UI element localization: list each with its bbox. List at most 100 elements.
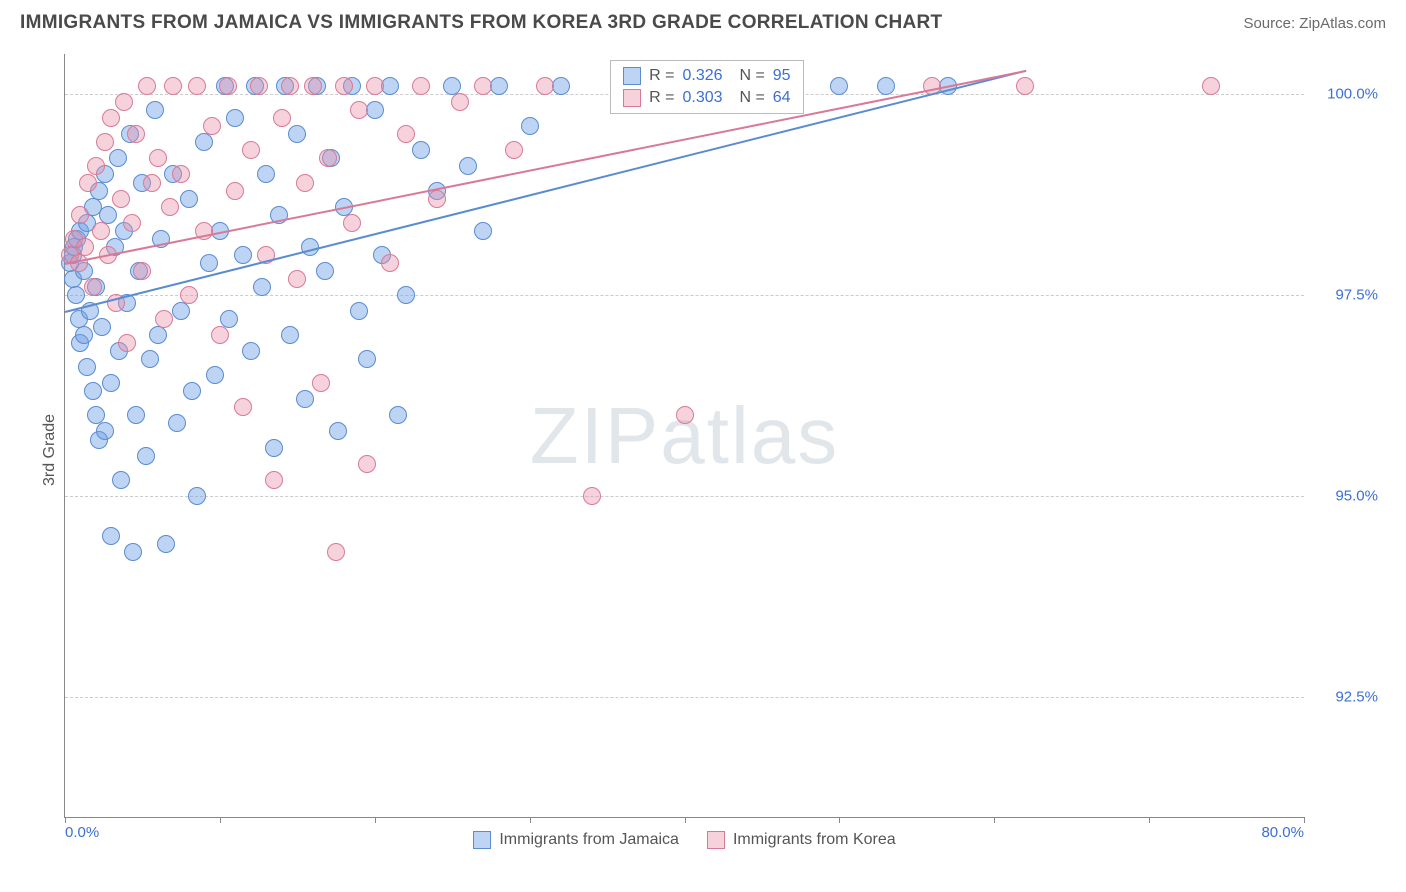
scatter-point xyxy=(109,149,127,167)
scatter-point xyxy=(536,77,554,95)
scatter-point xyxy=(253,278,271,296)
stats-row: R =0.326 N =95 xyxy=(611,65,802,87)
chart-title: IMMIGRANTS FROM JAMAICA VS IMMIGRANTS FR… xyxy=(20,12,942,34)
scatter-point xyxy=(112,471,130,489)
y-tick-label: 92.5% xyxy=(1335,688,1378,705)
scatter-point xyxy=(92,222,110,240)
scatter-point xyxy=(265,439,283,457)
scatter-point xyxy=(84,278,102,296)
scatter-point xyxy=(877,77,895,95)
scatter-point xyxy=(397,125,415,143)
scatter-point xyxy=(288,125,306,143)
scatter-point xyxy=(188,77,206,95)
scatter-point xyxy=(96,133,114,151)
x-tick xyxy=(839,817,840,823)
scatter-point xyxy=(281,77,299,95)
stats-box: R =0.326 N =95R =0.303 N =64 xyxy=(610,60,803,114)
x-tick xyxy=(1149,817,1150,823)
scatter-point xyxy=(474,77,492,95)
gridline xyxy=(65,295,1304,296)
scatter-point xyxy=(87,157,105,175)
scatter-point xyxy=(281,326,299,344)
scatter-point xyxy=(474,222,492,240)
x-tick xyxy=(685,817,686,823)
gridline xyxy=(65,697,1304,698)
scatter-point xyxy=(188,487,206,505)
legend-swatch xyxy=(473,831,491,849)
watermark: ZIPatlas xyxy=(530,390,839,482)
scatter-point xyxy=(164,77,182,95)
scatter-point xyxy=(451,93,469,111)
n-value: 64 xyxy=(773,89,791,107)
scatter-point xyxy=(319,149,337,167)
legend-item: Immigrants from Korea xyxy=(707,831,896,849)
scatter-point xyxy=(78,358,96,376)
stats-row: R =0.303 N =64 xyxy=(611,87,802,109)
scatter-point xyxy=(124,543,142,561)
scatter-point xyxy=(168,414,186,432)
scatter-point xyxy=(521,117,539,135)
n-value: 95 xyxy=(773,67,791,85)
scatter-point xyxy=(75,326,93,344)
scatter-point xyxy=(296,390,314,408)
scatter-point xyxy=(490,77,508,95)
scatter-point xyxy=(412,141,430,159)
scatter-point xyxy=(343,214,361,232)
scatter-point xyxy=(149,149,167,167)
scatter-point xyxy=(172,165,190,183)
x-tick xyxy=(530,817,531,823)
scatter-point xyxy=(242,342,260,360)
scatter-point xyxy=(234,398,252,416)
scatter-point xyxy=(389,406,407,424)
x-tick xyxy=(220,817,221,823)
legend-label: Immigrants from Jamaica xyxy=(499,831,679,849)
scatter-point xyxy=(71,206,89,224)
scatter-point xyxy=(157,535,175,553)
scatter-point xyxy=(335,77,353,95)
scatter-point xyxy=(180,286,198,304)
trend-line xyxy=(65,70,1026,265)
scatter-point xyxy=(123,214,141,232)
scatter-point xyxy=(76,238,94,256)
scatter-point xyxy=(552,77,570,95)
scatter-point xyxy=(265,471,283,489)
scatter-point xyxy=(203,117,221,135)
y-tick-label: 95.0% xyxy=(1335,487,1378,504)
trend-line xyxy=(65,70,1026,313)
scatter-point xyxy=(127,406,145,424)
x-tick xyxy=(375,817,376,823)
legend-swatch xyxy=(707,831,725,849)
scatter-point xyxy=(242,141,260,159)
x-tick xyxy=(994,817,995,823)
scatter-point xyxy=(1016,77,1034,95)
scatter-point xyxy=(133,262,151,280)
scatter-point xyxy=(206,366,224,384)
scatter-point xyxy=(1202,77,1220,95)
legend-swatch xyxy=(623,89,641,107)
scatter-point xyxy=(676,406,694,424)
scatter-point xyxy=(312,374,330,392)
scatter-point xyxy=(96,422,114,440)
scatter-point xyxy=(200,254,218,272)
scatter-point xyxy=(115,93,133,111)
scatter-point xyxy=(288,270,306,288)
n-label: N = xyxy=(731,89,765,107)
scatter-point xyxy=(149,326,167,344)
scatter-point xyxy=(141,350,159,368)
scatter-point xyxy=(118,334,136,352)
x-tick xyxy=(1304,817,1305,823)
scatter-point xyxy=(381,77,399,95)
scatter-point xyxy=(146,101,164,119)
scatter-point xyxy=(412,77,430,95)
scatter-point xyxy=(366,101,384,119)
y-tick-label: 100.0% xyxy=(1327,86,1378,103)
scatter-point xyxy=(366,77,384,95)
scatter-point xyxy=(138,77,156,95)
y-axis-label: 3rd Grade xyxy=(41,414,59,486)
scatter-point xyxy=(161,198,179,216)
scatter-point xyxy=(112,190,130,208)
scatter-point xyxy=(583,487,601,505)
scatter-point xyxy=(102,527,120,545)
scatter-point xyxy=(296,174,314,192)
scatter-point xyxy=(316,262,334,280)
